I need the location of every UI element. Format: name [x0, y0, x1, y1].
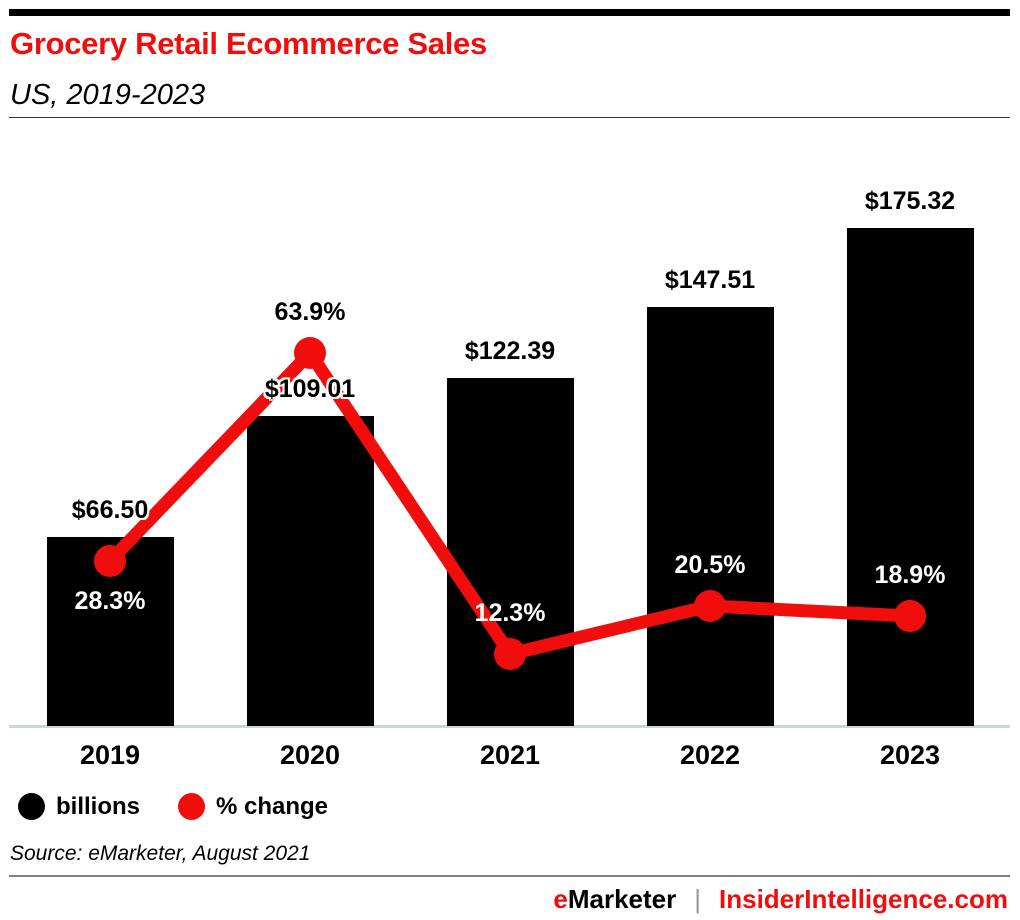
x-axis-label-2023: 2023 [879, 740, 941, 770]
x-axis-label-2021: 2021 [479, 740, 541, 770]
footer-separator: | [694, 884, 702, 914]
bar-2023 [846, 228, 974, 726]
legend-item-pct-change: % change [178, 791, 328, 822]
bar-value-label-2020: $109.01 [264, 375, 356, 403]
pct-change-label-2022: 20.5% [674, 551, 746, 580]
header-divider [9, 117, 1010, 118]
chart-title: Grocery Retail Ecommerce Sales [10, 26, 487, 61]
bar-2019 [46, 537, 174, 726]
pct-change-label-2023: 18.9% [874, 560, 946, 589]
emarketer-logo-accent: e [553, 884, 568, 914]
legend: billions % change [18, 791, 328, 822]
pct-change-label-2019: 28.3% [74, 586, 146, 615]
bar-2022 [646, 307, 774, 726]
source-note: Source: eMarketer, August 2021 [10, 842, 311, 865]
legend-label-pct-change: % change [216, 792, 329, 820]
x-axis-label-2020: 2020 [279, 740, 341, 770]
bar-value-label-2022: $147.51 [664, 266, 756, 294]
footer: eMarketer | InsiderIntelligence.com [553, 884, 1008, 914]
pct-change-label-2021: 12.3% [474, 599, 546, 628]
pct-change-series-swatch-icon [178, 793, 205, 820]
bar-value-label-2023: $175.32 [864, 187, 956, 215]
bar-value-label-2019: $66.50 [71, 496, 149, 524]
top-accent-bar [9, 9, 1010, 16]
bar-value-label-2021: $122.39 [464, 337, 556, 365]
x-axis-label-2019: 2019 [79, 740, 141, 770]
legend-item-billions: billions [18, 791, 140, 822]
pct-change-label-2020: 63.9% [274, 297, 346, 326]
x-axis-label-2022: 2022 [679, 740, 741, 770]
bar-2021 [446, 378, 574, 726]
emarketer-logo-rest: Marketer [567, 884, 677, 914]
billions-series-swatch-icon [18, 793, 45, 820]
legend-label-billions: billions [56, 792, 140, 820]
chart-subtitle: US, 2019-2023 [10, 79, 206, 111]
bar-2020 [246, 416, 374, 726]
line-point-2020 [294, 337, 326, 369]
footer-divider [9, 875, 1010, 877]
emarketer-logo: eMarketer [553, 884, 676, 914]
insiderintelligence-text: InsiderIntelligence.com [719, 884, 1008, 914]
x-axis-line [9, 725, 1010, 728]
